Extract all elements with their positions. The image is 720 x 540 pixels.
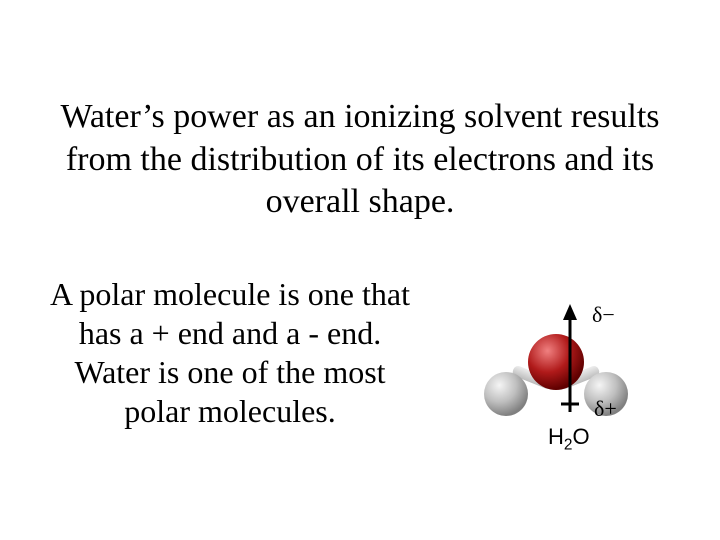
delta-plus-label: δ+ [594, 396, 617, 422]
heading-text: Water’s power as an ionizing solvent res… [50, 96, 670, 224]
formula-o: O [572, 424, 589, 449]
water-formula: H2O [548, 424, 590, 454]
body-paragraph: A polar molecule is one that has a + end… [40, 275, 420, 431]
dipole-arrow-icon [558, 300, 582, 420]
water-molecule-figure: δ− δ+ H2O [470, 290, 670, 470]
delta-minus-label: δ− [592, 302, 615, 328]
formula-h: H [548, 424, 564, 449]
